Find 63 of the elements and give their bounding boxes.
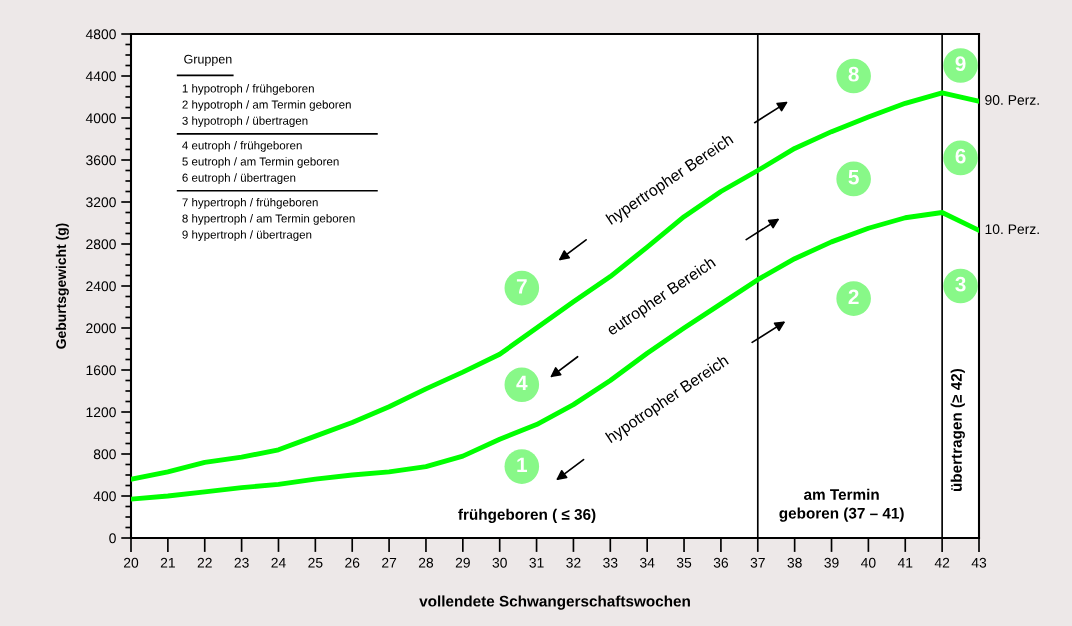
x-tick-label: 25 — [308, 557, 323, 568]
y-tick-label: 4000 — [85, 113, 116, 124]
y-tick-label: 2000 — [86, 323, 116, 334]
x-tick-label: 26 — [345, 557, 360, 568]
annotation: 1 — [517, 457, 528, 472]
x-tick-label: 43 — [971, 557, 987, 568]
x-tick-label: 41 — [897, 557, 913, 568]
y-tick-label: 1600 — [86, 365, 116, 376]
y-tick-label: 400 — [93, 491, 116, 502]
annotation: 9 — [955, 56, 966, 72]
annotation: 4 eutroph / frühgeboren — [182, 141, 302, 152]
x-tick-label: 40 — [860, 557, 876, 568]
annotation: 5 — [848, 169, 859, 185]
x-axis-title: vollendete Schwangerschaftswochen — [419, 595, 690, 610]
x-tick-label: 38 — [787, 557, 802, 568]
series-label: 90. Perz. — [985, 95, 1039, 105]
annotation: frühgeboren ( ≤ 36) — [458, 508, 596, 523]
x-tick-label: 31 — [529, 557, 544, 568]
annotation: 7 — [516, 279, 527, 294]
x-tick-label: 24 — [271, 557, 286, 568]
x-tick-label: 28 — [418, 557, 434, 568]
y-axis-title: Geburtsgewicht (g) — [55, 223, 69, 349]
x-tick-label: 35 — [676, 557, 692, 568]
y-tick-label: 3600 — [86, 155, 116, 166]
annotation: 6 eutroph / übertragen — [182, 173, 296, 185]
x-tick-label: 20 — [123, 557, 139, 568]
annotation: 3 — [955, 276, 966, 292]
x-tick-label: 37 — [750, 557, 765, 568]
annotation: 7 hypertroph / frühgeboren — [182, 197, 318, 209]
x-tick-label: 33 — [603, 557, 618, 568]
x-tick-label: 32 — [566, 557, 581, 568]
y-tick-label: 3200 — [86, 197, 116, 208]
annotation: 1 hypotroph / frühgeboren — [182, 84, 314, 95]
x-tick-label: 42 — [934, 557, 950, 568]
annotation: 8 — [848, 66, 859, 82]
x-tick-label: 22 — [197, 557, 212, 568]
annotation: Gruppen — [184, 54, 232, 67]
series-label: 10. Perz. — [985, 224, 1039, 235]
annotation: 4 — [516, 375, 528, 391]
annotation: 5 eutroph / am Termin geboren — [182, 157, 339, 168]
annotation: 8 hypertroph / am Termin geboren — [182, 214, 355, 225]
y-tick-label: 1200 — [86, 407, 116, 418]
y-tick-label: 2400 — [86, 281, 116, 292]
x-tick-label: 34 — [639, 557, 655, 568]
x-tick-label: 21 — [160, 557, 175, 568]
annotation: am Termin geboren (37 – 41) — [779, 488, 904, 522]
annotation: 3 hypotroph / übertragen — [182, 116, 308, 128]
y-tick-label: 2800 — [86, 239, 116, 250]
y-tick-label: 800 — [93, 449, 116, 460]
x-tick-label: 30 — [492, 557, 507, 568]
x-tick-label: 36 — [713, 557, 729, 568]
x-tick-label: 29 — [455, 557, 470, 568]
x-tick-label: 23 — [234, 557, 249, 568]
y-tick-label: 4400 — [85, 71, 116, 82]
annotation: übertragen (≥ 42) — [950, 368, 965, 492]
x-tick-label: 27 — [382, 557, 397, 568]
annotation: 6 — [955, 148, 966, 164]
annotation: 2 hypotroph / am Termin geboren — [182, 100, 351, 111]
annotation: 2 — [848, 289, 859, 304]
x-tick-label: 39 — [824, 557, 839, 568]
y-tick-label: 0 — [109, 533, 116, 544]
annotation: 9 hypertroph / übertragen — [182, 230, 312, 241]
y-tick-label: 4800 — [85, 29, 116, 40]
